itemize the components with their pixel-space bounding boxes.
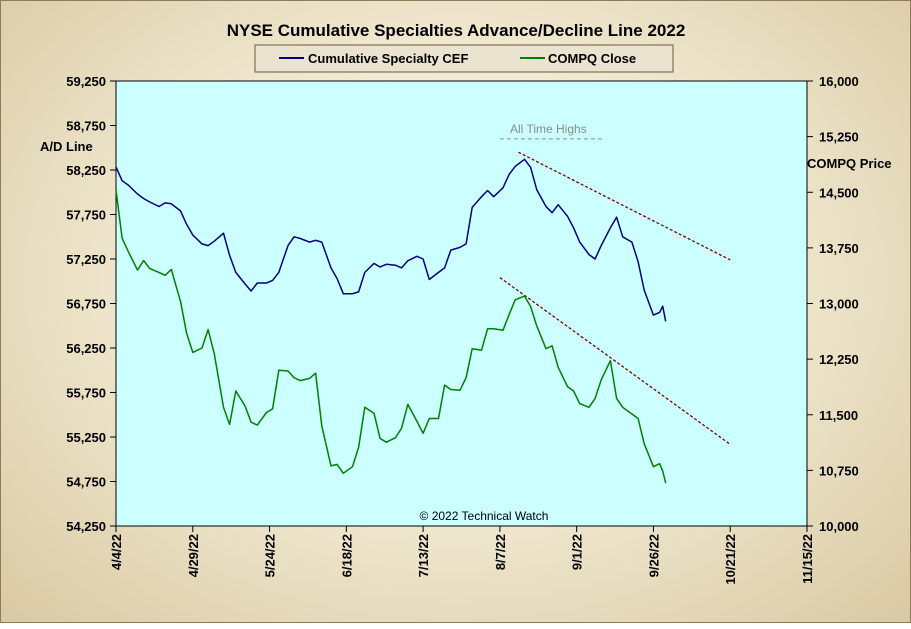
all-time-highs-annotation: All Time Highs — [510, 122, 587, 136]
x-tick-label: 9/1/22 — [570, 534, 585, 570]
right-tick-label: 14,500 — [819, 185, 859, 200]
right-tick-label: 10,000 — [819, 519, 859, 534]
overlay-layer — [499, 138, 731, 445]
x-tick-label: 11/15/22 — [800, 534, 815, 584]
cef-series-line — [115, 158, 667, 322]
left-tick-label: 56,250 — [66, 341, 106, 356]
left-tick-label: 58,750 — [66, 119, 106, 134]
chart-title: NYSE Cumulative Specialties Advance/Decl… — [227, 21, 686, 40]
trendline-2 — [499, 277, 731, 445]
x-tick-label: 7/13/22 — [416, 534, 431, 577]
right-axis-label: COMPQ Price — [807, 156, 892, 171]
left-tick-label: 55,750 — [66, 386, 106, 401]
left-tick-label: 56,750 — [66, 297, 106, 312]
right-tick-label: 13,750 — [819, 241, 859, 256]
axes-layer: 59,250 58,750 58,250 57,750 57,250 56,750 56,2… — [66, 74, 859, 585]
right-tick-label: 13,000 — [819, 297, 859, 312]
left-axis-label: A/D Line — [40, 139, 93, 154]
x-tick-label: 6/18/22 — [339, 534, 354, 577]
x-tick-label: 4/4/22 — [109, 534, 124, 570]
x-tick-label: 10/21/22 — [723, 534, 738, 585]
left-tick-label: 59,250 — [66, 74, 106, 89]
x-tick-label: 8/7/22 — [493, 534, 508, 570]
right-tick-label: 12,250 — [819, 352, 859, 367]
left-tick-label: 55,250 — [66, 430, 106, 445]
x-tick-label: 4/29/22 — [186, 534, 201, 577]
right-tick-label: 10,750 — [819, 463, 859, 478]
left-tick-label: 57,250 — [66, 252, 106, 267]
right-tick-label: 15,250 — [819, 130, 859, 145]
left-tick-label: 58,250 — [66, 163, 106, 178]
series-layer — [115, 158, 667, 484]
legend-compq-label: COMPQ Close — [548, 51, 636, 66]
left-tick-label: 54,250 — [66, 519, 106, 534]
left-tick-label: 57,750 — [66, 208, 106, 223]
legend-cef-label: Cumulative Specialty CEF — [308, 51, 468, 66]
x-tick-label: 9/26/22 — [646, 534, 661, 577]
right-tick-label: 16,000 — [819, 74, 859, 89]
legend: Cumulative Specialty CEF COMPQ Close — [254, 44, 674, 73]
copyright-text: © 2022 Technical Watch — [420, 509, 549, 523]
plot-area — [115, 80, 808, 527]
right-tick-label: 11,500 — [819, 408, 858, 423]
left-tick-label: 54,750 — [66, 475, 106, 490]
compq-series-line — [115, 189, 667, 484]
x-tick-label: 5/24/22 — [263, 534, 278, 577]
